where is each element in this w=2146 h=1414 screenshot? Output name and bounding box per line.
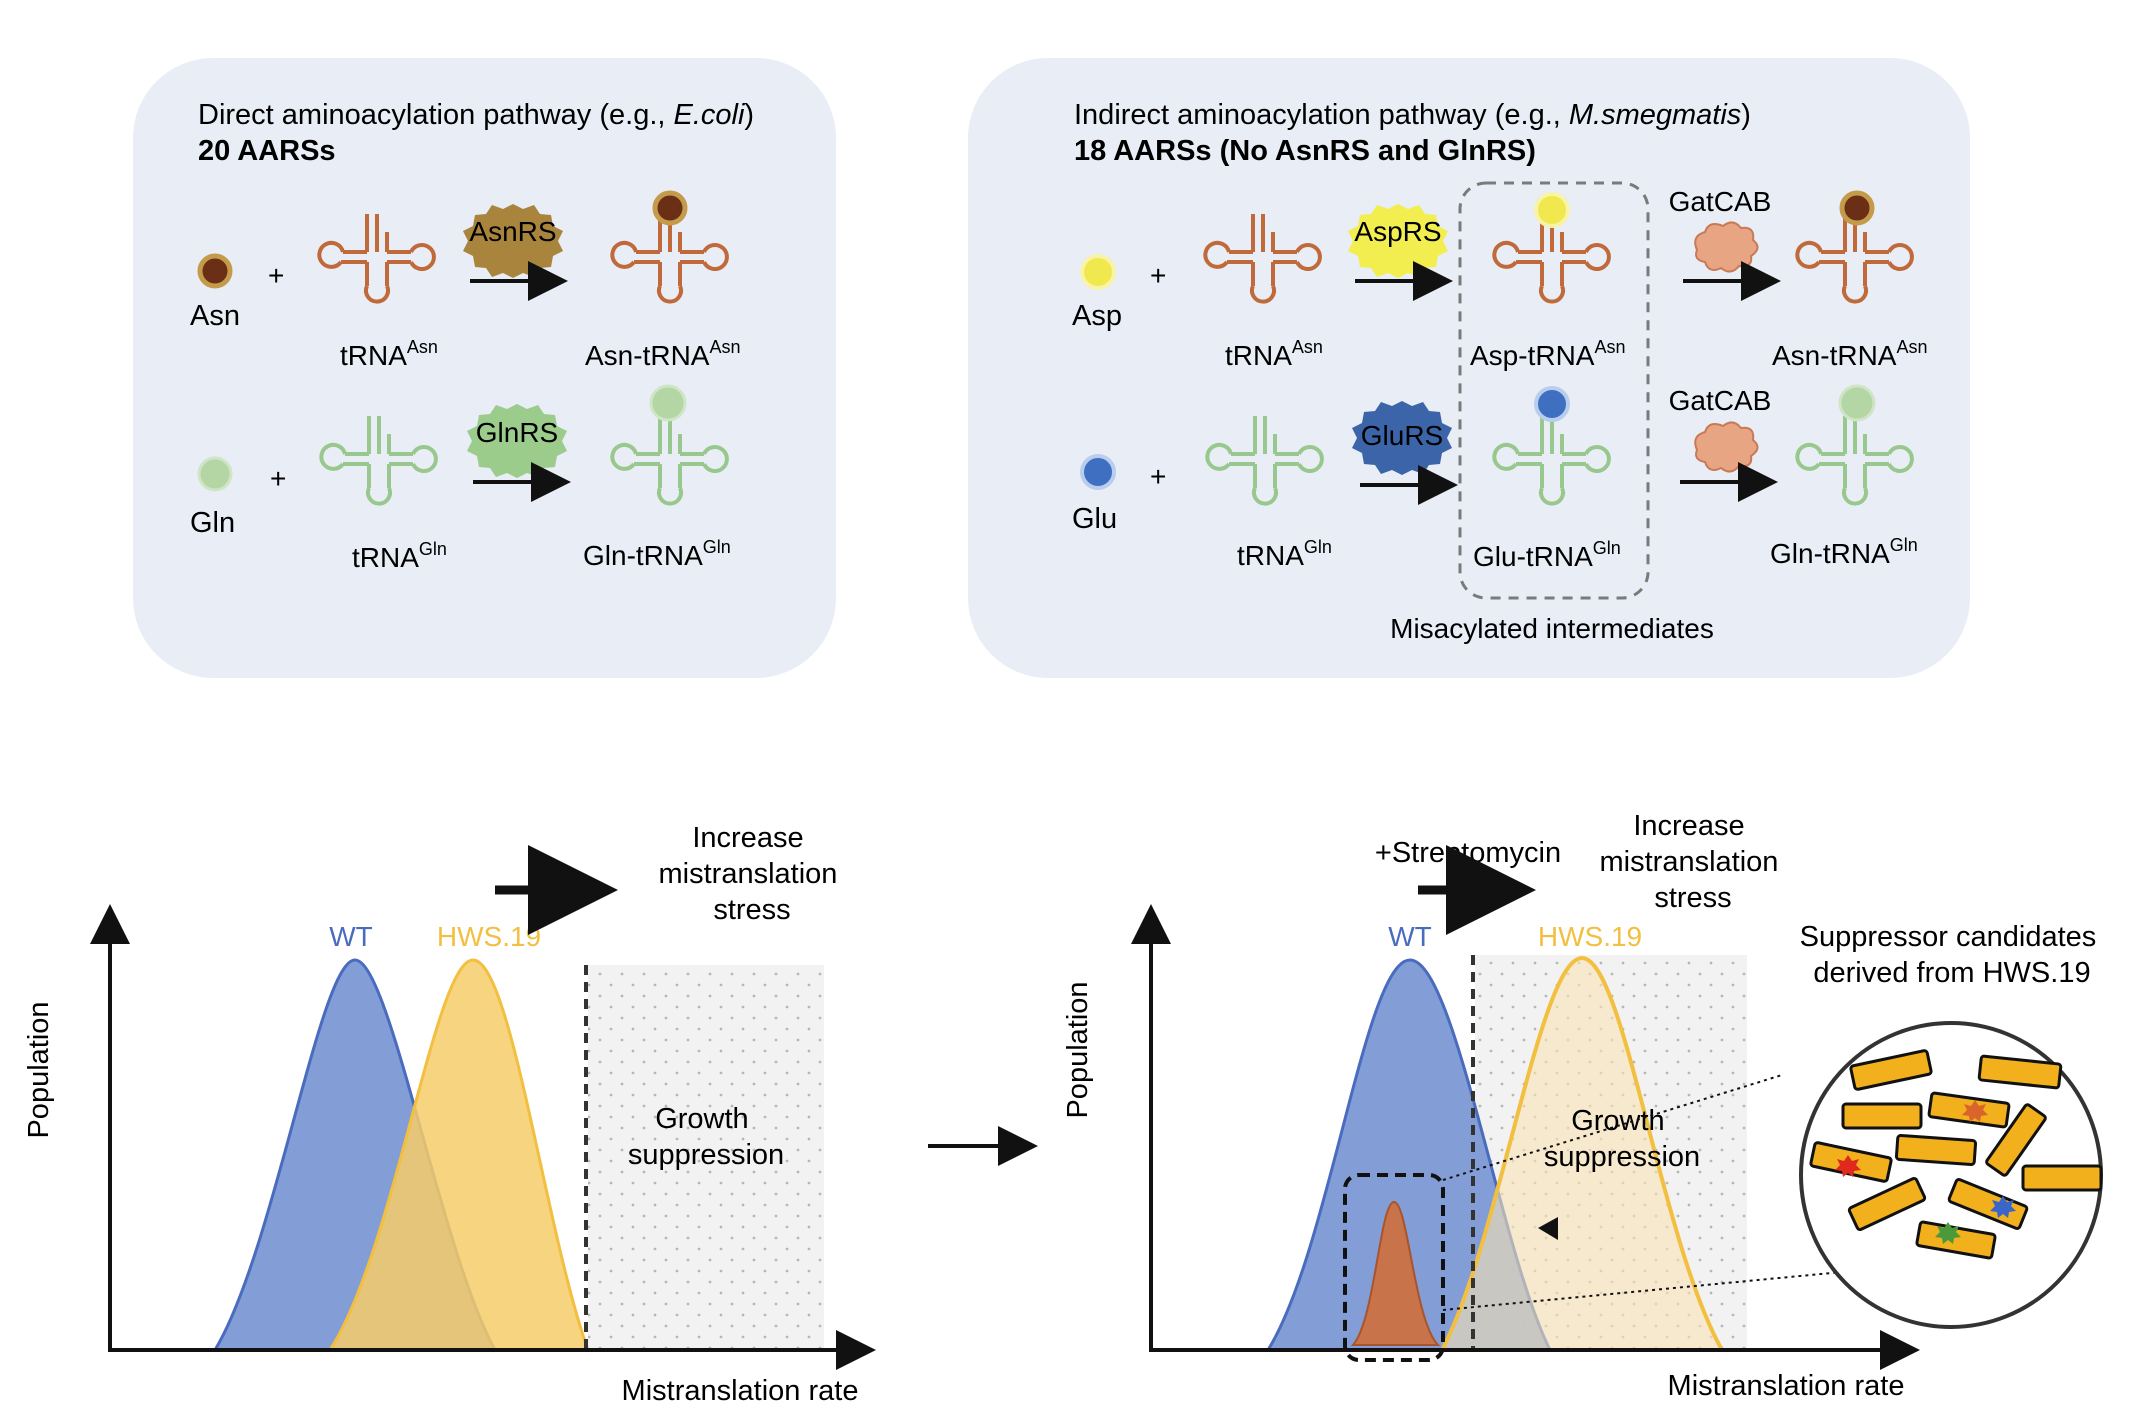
y-axis-label: Population (23, 1001, 55, 1138)
asn-amino-acid-icon (197, 253, 233, 289)
glu-trna-gln-label: Glu-tRNAGln (1473, 538, 1621, 572)
hws19-distribution (327, 958, 591, 1352)
plot-left: Population Mistranslation rate WT HWS.19… (23, 822, 876, 1407)
asp-trna-asn-label: Asp-tRNAAsn (1470, 337, 1626, 371)
asn-charged-icon (1839, 190, 1875, 226)
stress-label: Increase mistranslation stress (1600, 810, 1787, 914)
glu-amino-acid-icon (1080, 454, 1116, 490)
streptomycin-label: +Streptomycin (1375, 837, 1561, 869)
gln-label: Gln (190, 507, 235, 539)
row-glu: Glu + tRNAGln GluRS Glu-tRNAGln GatCAB G… (1072, 384, 1918, 572)
stress-label: Increase mistranslation stress (659, 822, 846, 926)
asn-label: Asn (190, 300, 240, 332)
gln-charged-icon (1838, 384, 1876, 422)
misacylated-box (1458, 181, 1650, 600)
panel-indirect-background (968, 58, 1970, 678)
asp-label: Asp (1072, 300, 1122, 332)
gln-amino-acid-icon (197, 456, 233, 492)
glurs-enzyme-icon (1352, 401, 1452, 475)
asn-trna-asn-label: Asn-tRNAAsn (1772, 337, 1928, 371)
mutation-green-icon (1935, 1222, 1961, 1244)
hws19-label: HWS.19 (1538, 921, 1642, 952)
asn-trna-asn-label: Asn-tRNAAsn (585, 337, 741, 371)
gatcab-label: GatCAB (1669, 186, 1772, 217)
gln-trna-gln-label: Gln-tRNAGln (583, 537, 731, 571)
row-gln: Gln + tRNAGln GlnRS Gln-tRNAGln (190, 384, 731, 573)
gatcab-enzyme-icon (1694, 221, 1759, 273)
wt-label: WT (1388, 921, 1432, 952)
bacterium-icon (1847, 1176, 1927, 1232)
mutation-red-icon (1835, 1155, 1861, 1177)
asn-charged-icon (652, 190, 688, 226)
wt-label: WT (329, 921, 373, 952)
plot-right: Population Mistranslation rate WT HWS.19… (1062, 810, 2105, 1402)
plus-sign: + (268, 260, 284, 291)
growth-suppression-label: Growth suppression (628, 1103, 784, 1171)
y-axis-label: Population (1062, 981, 1094, 1118)
row-asn: Asn + tRNAAsn AsnRS Asn-tRNAAsn (190, 190, 741, 371)
bacterium-icon (1985, 1103, 2047, 1177)
trna-gln-label: tRNAGln (352, 539, 447, 573)
trna-asn-label: tRNAAsn (1225, 337, 1323, 371)
panel-indirect-subtitle: 18 AARSs (No AsnRS and GlnRS) (1074, 135, 1536, 167)
asnrs-enzyme-icon (463, 204, 563, 278)
panel-direct: Direct aminoacylation pathway (e.g., E.c… (133, 58, 836, 678)
bacterium-icon (1849, 1049, 1933, 1091)
glu-label: Glu (1072, 503, 1117, 535)
bacterium-icon (1841, 1102, 1923, 1130)
trna-gln-label: tRNAGln (1237, 537, 1332, 571)
zoom-line (1442, 1074, 1783, 1181)
mutation-blue-icon (1990, 1196, 2016, 1218)
growth-suppression-label: Growth suppression (1544, 1105, 1700, 1173)
misacylated-caption: Misacylated intermediates (1390, 613, 1714, 644)
panel-direct-subtitle: 20 AARSs (198, 135, 336, 167)
glnrs-label: GlnRS (476, 417, 558, 448)
plus-sign: + (1150, 461, 1166, 492)
bacterium-icon (2021, 1164, 2103, 1192)
panel-indirect: Indirect aminoacylation pathway (e.g., M… (968, 58, 1970, 678)
trna-asn-label: tRNAAsn (340, 337, 438, 371)
bacterium-icon (1894, 1134, 1978, 1166)
gln-trna-gln-label: Gln-tRNAGln (1770, 535, 1918, 569)
bacterium-icon (1915, 1220, 1997, 1260)
glnrs-enzyme-icon (467, 404, 567, 478)
mutation-orange-icon (1962, 1100, 1988, 1122)
plus-sign: + (1150, 260, 1166, 291)
asnrs-label: AsnRS (469, 216, 556, 247)
plus-sign: + (270, 463, 286, 494)
glu-charged-icon (1534, 386, 1570, 422)
panel-direct-title: Direct aminoacylation pathway (e.g., E.c… (198, 99, 754, 131)
asp-amino-acid-icon (1080, 254, 1116, 290)
suppressor-selection-box (1343, 1173, 1445, 1362)
x-axis-label: Mistranslation rate (622, 1375, 859, 1407)
candidates-label: Suppressor candidates derived from HWS.1… (1800, 921, 2105, 989)
glurs-label: GluRS (1361, 420, 1443, 451)
panel-indirect-title: Indirect aminoacylation pathway (e.g., M… (1074, 99, 1751, 131)
suppressor-distribution (1350, 1200, 1441, 1346)
gatcab-label: GatCAB (1669, 385, 1772, 416)
asprs-label: AspRS (1354, 216, 1441, 247)
gatcab-enzyme-icon (1694, 421, 1759, 473)
bacterium-icon (1977, 1054, 2063, 1090)
hws19-label: HWS.19 (437, 921, 541, 952)
gln-charged-icon (649, 384, 687, 422)
asprs-enzyme-icon (1348, 204, 1448, 278)
growth-suppression-region (588, 965, 824, 1350)
shift-arrowhead (1538, 1217, 1558, 1240)
asp-charged-icon (1534, 192, 1570, 228)
row-asp: Asp + tRNAAsn AspRS Asp-tRNAAsn GatCAB A… (1072, 186, 1928, 371)
hws19-distribution (1438, 955, 1726, 1352)
x-axis-label: Mistranslation rate (1668, 1370, 1905, 1402)
